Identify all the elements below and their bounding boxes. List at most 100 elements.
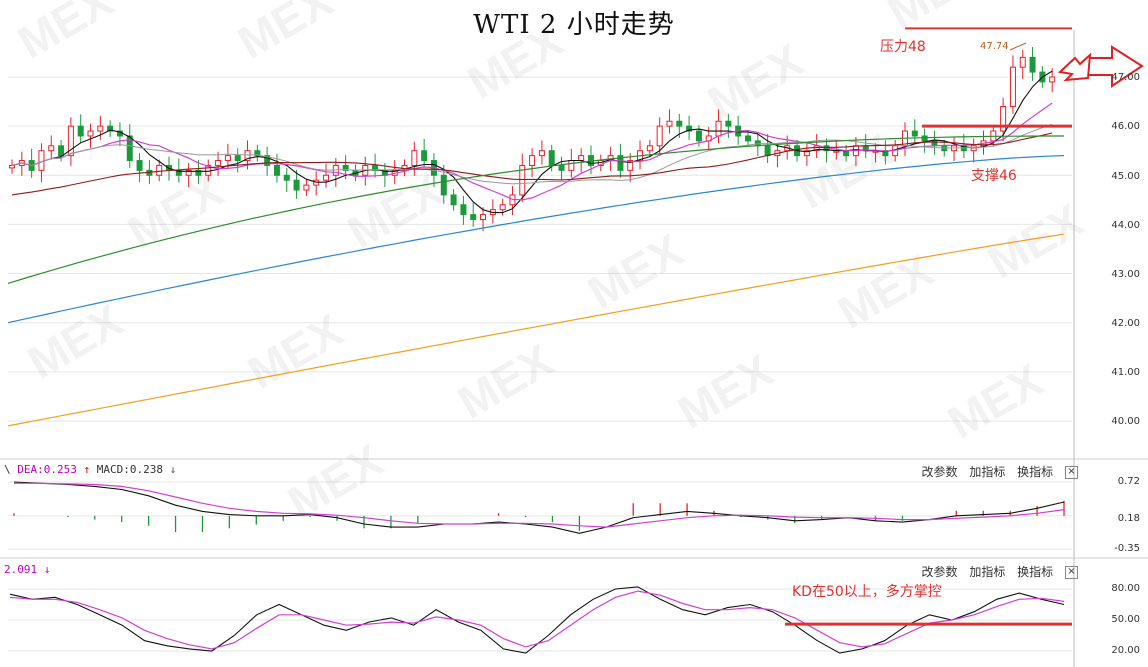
candle-body [372,164,379,171]
y-tick-main-2: 45.00 [1111,171,1140,182]
candle-body [695,130,702,142]
candle-body [686,125,693,132]
candle-body [195,169,202,176]
y-tick-main-1: 46.00 [1111,121,1140,132]
high-price-label: 47.74 [980,41,1009,52]
candle-body [656,125,663,147]
candle-body [715,120,722,137]
macd-dea-line [14,482,1065,528]
candle-body [499,204,506,211]
candle-body [1019,56,1026,68]
macd-value: MACD:0.238 [96,463,163,476]
macd-legend-arrow-left: \ [4,463,11,476]
candle-body [283,174,290,181]
watermark-logo: MEX [9,0,122,69]
candle-body [911,130,918,137]
candle-body [676,120,683,127]
y-tick-macd-1: 0.18 [1117,513,1140,524]
candle-body [244,150,251,162]
y-tick-kd-1: 50.00 [1111,614,1140,625]
candle-body [421,150,428,162]
candle-body [264,155,271,166]
candle-body [803,150,810,157]
candle-body [519,164,526,196]
y-tick-main-4: 43.00 [1111,269,1140,280]
change-params-button[interactable]: 改参数 [921,465,958,479]
y-tick-main-7: 40.00 [1111,416,1140,427]
arrow-up-right-icon [1057,52,1092,82]
high-price-pointer [1009,42,1027,51]
candle-body [77,125,84,137]
watermark-logo: MEX [699,34,812,129]
candle-body [323,174,330,181]
candle-body [126,135,133,162]
kd-annotation: KD在50以上，多方掌控 [792,584,942,600]
macd-dif-line [13,481,1065,534]
watermark-logo: MEX [829,244,942,339]
arrow-up-icon: ↑ [83,463,91,476]
watermark-logo: MEX [939,354,1052,449]
watermark-logo: MEX [979,194,1092,289]
candle-body [67,125,74,157]
candle-body [254,150,261,157]
swap-indicator-button[interactable]: 换指标 [1017,465,1054,479]
candle-body [480,214,487,221]
candle-body [97,125,104,132]
candle-body [921,135,928,142]
kd-value: 2.091 [4,563,38,576]
candle-body [411,150,418,166]
kd-d-line [9,590,1065,650]
candle-body [1049,76,1056,83]
swap-indicator-button[interactable]: 换指标 [1017,565,1054,579]
candle-body [725,120,732,127]
candle-body [234,155,241,162]
candle-body [646,145,653,152]
y-tick-main-0: 47.00 [1111,72,1140,83]
add-indicator-button[interactable]: 加指标 [969,565,1006,579]
candle-body [87,130,94,137]
ma-darkred-line [11,132,1053,196]
watermark-logo: MEX [789,124,902,219]
y-tick-main-5: 42.00 [1111,318,1140,329]
y-tick-macd-0: 0.72 [1117,476,1140,487]
candle-body [440,174,447,196]
ma-pink-line [11,102,1053,201]
candle-body [293,179,300,191]
candle-body [578,155,585,162]
arrow-down-icon: ↓ [43,563,51,576]
candle-body [764,145,771,157]
arrow-right-icon [1087,45,1144,88]
change-params-button[interactable]: 改参数 [921,565,958,579]
watermark-logo: MEX [119,164,232,259]
candle-body [9,164,15,169]
watermark-logo: MEX [579,224,692,319]
watermark-logo: MEX [229,0,342,69]
ma-grey-line [11,123,1053,185]
candle-body [460,204,467,216]
watermark-logo: MEX [669,344,782,439]
candle-body [273,164,280,176]
candle-body [450,194,457,206]
candle-body [1029,56,1036,73]
add-indicator-button[interactable]: 加指标 [969,465,1006,479]
candle-body [303,184,310,191]
candle-body [38,150,45,171]
candle-body [568,160,575,171]
y-tick-main-6: 41.00 [1111,367,1140,378]
y-tick-kd-0: 80.00 [1111,583,1140,594]
macd-toolbar: 改参数 加指标 换指标 × [913,463,1078,480]
watermark-logo: MEX [449,334,562,429]
candle-body [744,135,751,142]
close-icon[interactable]: × [1065,566,1078,579]
resistance-label: 压力48 [880,39,926,55]
candle-body [58,145,65,157]
close-icon[interactable]: × [1065,466,1078,479]
kd-toolbar: 改参数 加指标 换指标 × [913,563,1078,580]
watermark-logo: MEX [879,0,992,39]
candle-body [470,214,477,221]
candle-body [342,164,349,171]
candle-body [215,160,222,166]
support-label: 支撑46 [971,168,1017,184]
candle-body [843,150,850,157]
